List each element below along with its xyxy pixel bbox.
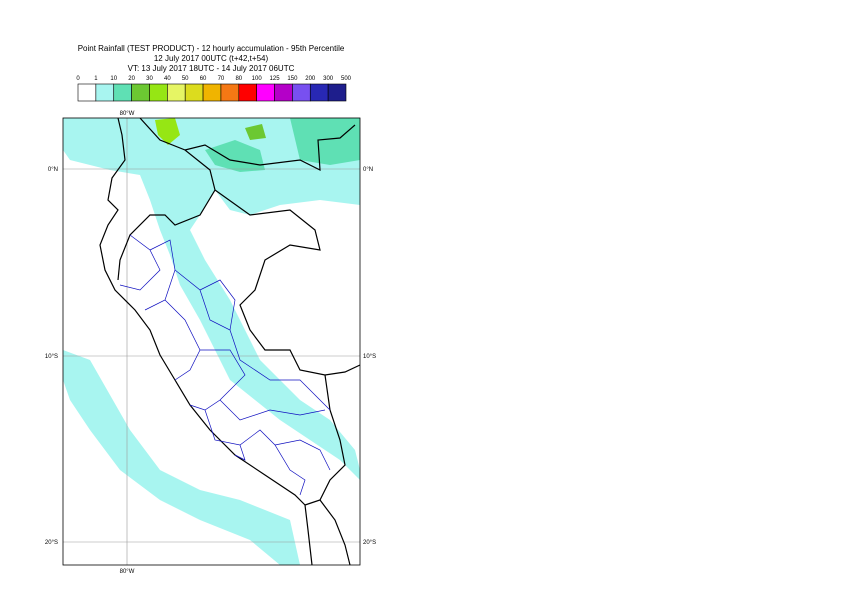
rain-moderate	[205, 118, 360, 172]
legend-swatch	[95, 83, 115, 102]
legend-label: 150	[287, 76, 298, 82]
rain-field	[63, 118, 360, 565]
map-frame	[62, 117, 361, 566]
lat-label: 10°S	[45, 354, 58, 360]
legend-swatch	[292, 83, 311, 102]
rain-heavy	[245, 124, 266, 140]
legend-swatch	[149, 83, 168, 102]
title: Point Rainfall (TEST PRODUCT) - 12 hourl…	[78, 44, 345, 53]
legend-swatch	[238, 83, 257, 102]
subtitle: 12 July 2017 00UTC (t+42,t+54)	[154, 54, 269, 63]
legend-swatch	[256, 83, 275, 102]
lat-label: 20°S	[363, 540, 376, 546]
lat-label: 20°S	[45, 540, 58, 546]
legend-swatch	[167, 83, 186, 102]
map: 80°W 80°W 0°N 10°S 20°S 0°N 10°S 20°S	[45, 111, 376, 575]
legend-label: 10	[110, 76, 117, 82]
lat-label: 0°N	[48, 167, 58, 173]
legend: 0 1 10 20 30 40 50 60 70 80 100 125 150 200 300 500	[76, 76, 352, 102]
legend-swatch	[274, 83, 293, 102]
valid-time: VT: 13 July 2017 18UTC - 14 July 2017 06…	[128, 64, 295, 73]
regions	[119, 234, 331, 496]
lat-label: 0°N	[363, 167, 373, 173]
legend-swatch	[220, 83, 240, 102]
lat-label: 10°S	[363, 354, 376, 360]
legend-label: 1	[94, 76, 98, 82]
legend-label: 200	[305, 76, 316, 82]
legend-label: 50	[182, 76, 189, 82]
legend-label: 30	[146, 76, 153, 82]
legend-label: 500	[341, 76, 352, 82]
legend-swatch	[113, 83, 132, 102]
legend-swatch	[184, 83, 204, 102]
graticule	[63, 118, 360, 565]
legend-label: 70	[218, 76, 225, 82]
legend-label: 40	[164, 76, 171, 82]
rain-light	[63, 118, 360, 480]
legend-label: 20	[128, 76, 135, 82]
rain-heavy	[155, 118, 180, 145]
legend-label: 125	[270, 76, 281, 82]
legend-label: 60	[200, 76, 207, 82]
legend-swatch	[202, 83, 222, 102]
legend-label: 300	[323, 76, 334, 82]
legend-swatch	[77, 83, 97, 102]
legend-swatch	[327, 83, 347, 102]
legend-swatch	[309, 83, 329, 102]
lon-label: 80°W	[120, 569, 135, 575]
lon-label: 80°W	[120, 111, 135, 117]
legend-label: 0	[76, 76, 80, 82]
rain-ocean	[63, 350, 300, 565]
legend-label: 100	[252, 76, 263, 82]
legend-label: 80	[235, 76, 242, 82]
legend-swatch	[131, 83, 150, 102]
